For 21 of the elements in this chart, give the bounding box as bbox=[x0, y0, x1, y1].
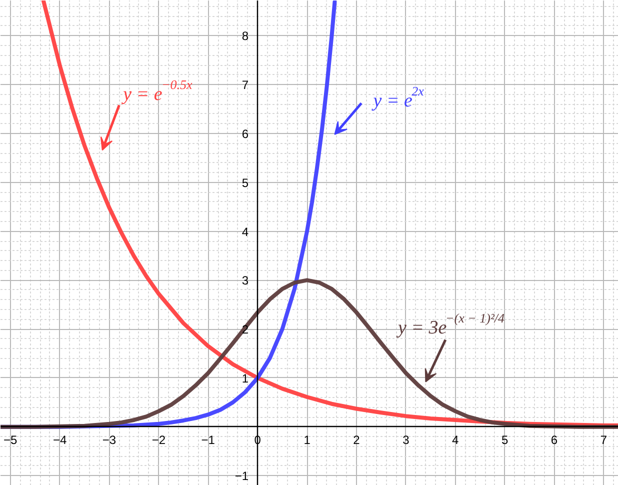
y-tick-label: −1 bbox=[234, 469, 249, 484]
x-tick-label: −5 bbox=[4, 432, 18, 447]
x-tick-label: 3 bbox=[402, 432, 410, 447]
y-tick-label: 7 bbox=[242, 78, 249, 92]
x-tick-label: 6 bbox=[550, 432, 558, 447]
x-tick-label: 2 bbox=[353, 432, 360, 447]
y-tick-label: 1 bbox=[242, 371, 249, 386]
x-tick-label: 7 bbox=[600, 432, 608, 447]
x-tick-label: 5 bbox=[501, 432, 508, 447]
y-tick-label: 4 bbox=[242, 224, 249, 239]
x-tick-label: −1 bbox=[201, 432, 216, 447]
x-tick-label: −3 bbox=[102, 432, 116, 447]
y-tick-label: 5 bbox=[242, 176, 249, 190]
x-tick-label: −4 bbox=[52, 432, 67, 447]
x-tick-label: 1 bbox=[304, 432, 311, 447]
y-tick-label: 6 bbox=[242, 126, 249, 141]
x-tick-label: −2 bbox=[152, 432, 166, 447]
y-tick-label: 3 bbox=[242, 274, 249, 288]
x-tick-label: 4 bbox=[452, 432, 460, 447]
y-tick-label: 8 bbox=[242, 29, 249, 44]
line-series bbox=[0, 278, 618, 429]
